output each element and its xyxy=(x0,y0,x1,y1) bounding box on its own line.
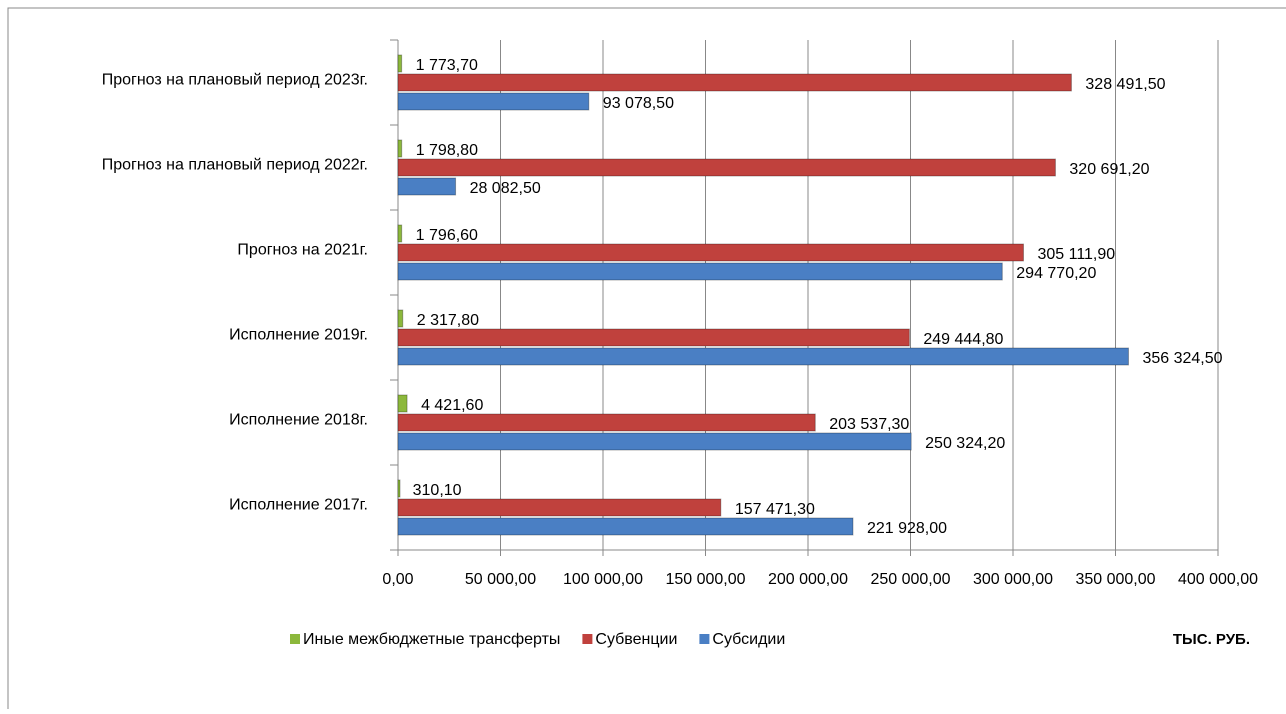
x-tick-label: 0,00 xyxy=(382,571,413,588)
bar xyxy=(397,73,1072,92)
y-tick-label: Прогноз на плановый период 2023г. xyxy=(102,72,368,89)
bar xyxy=(397,347,1129,366)
bar xyxy=(397,54,403,73)
x-tick-label: 100 000,00 xyxy=(563,571,643,588)
bar xyxy=(397,224,403,243)
value-label: 250 324,20 xyxy=(925,435,1005,452)
bar xyxy=(397,413,816,432)
legend-swatch xyxy=(582,634,593,644)
legend-swatch xyxy=(699,634,710,644)
legend-label: Иные межбюджетные трансферты xyxy=(303,631,560,648)
bar xyxy=(397,479,401,498)
x-tick-label: 300 000,00 xyxy=(973,571,1053,588)
bar xyxy=(397,139,403,158)
bar xyxy=(397,498,722,517)
bar xyxy=(397,243,1024,262)
x-tick-label: 50 000,00 xyxy=(465,571,536,588)
value-label: 1 796,60 xyxy=(416,227,478,244)
x-tick-label: 200 000,00 xyxy=(768,571,848,588)
x-tick-label: 250 000,00 xyxy=(870,571,950,588)
bar xyxy=(397,432,912,451)
value-label: 203 537,30 xyxy=(829,416,909,433)
value-label: 356 324,50 xyxy=(1142,350,1222,367)
value-label: 157 471,30 xyxy=(735,501,815,518)
bar xyxy=(397,92,590,111)
value-label: 4 421,60 xyxy=(421,397,483,414)
unit-label: ТЫС. РУБ. xyxy=(1173,631,1250,648)
y-tick-label: Прогноз на 2021г. xyxy=(237,242,368,259)
value-label: 93 078,50 xyxy=(603,95,674,112)
value-label: 310,10 xyxy=(413,482,462,499)
bar xyxy=(397,394,408,413)
value-label: 328 491,50 xyxy=(1085,76,1165,93)
x-tick-label: 350 000,00 xyxy=(1075,571,1155,588)
x-tick-label: 400 000,00 xyxy=(1178,571,1258,588)
value-label: 1 773,70 xyxy=(416,57,478,74)
y-tick-label: Исполнение 2017г. xyxy=(229,497,368,514)
legend-swatch xyxy=(290,634,300,644)
y-tick-label: Исполнение 2018г. xyxy=(229,412,368,429)
value-label: 2 317,80 xyxy=(417,312,479,329)
bar xyxy=(397,328,910,347)
bar xyxy=(397,177,457,196)
x-tick-label: 150 000,00 xyxy=(665,571,745,588)
legend-label: Субвенции xyxy=(595,631,677,648)
bar xyxy=(397,158,1056,177)
value-label: 249 444,80 xyxy=(923,331,1003,348)
value-label: 320 691,20 xyxy=(1069,161,1149,178)
value-label: 28 082,50 xyxy=(470,180,541,197)
bar xyxy=(397,262,1003,281)
bar xyxy=(397,309,404,328)
value-label: 294 770,20 xyxy=(1016,265,1096,282)
value-label: 1 798,80 xyxy=(416,142,478,159)
value-label: 221 928,00 xyxy=(867,520,947,537)
frame xyxy=(7,7,1286,714)
y-tick-label: Исполнение 2019г. xyxy=(229,327,368,344)
bar xyxy=(397,517,854,536)
legend-label: Субсидии xyxy=(712,631,785,648)
y-tick-label: Прогноз на плановый период 2022г. xyxy=(102,157,368,174)
value-label: 305 111,90 xyxy=(1037,246,1115,263)
